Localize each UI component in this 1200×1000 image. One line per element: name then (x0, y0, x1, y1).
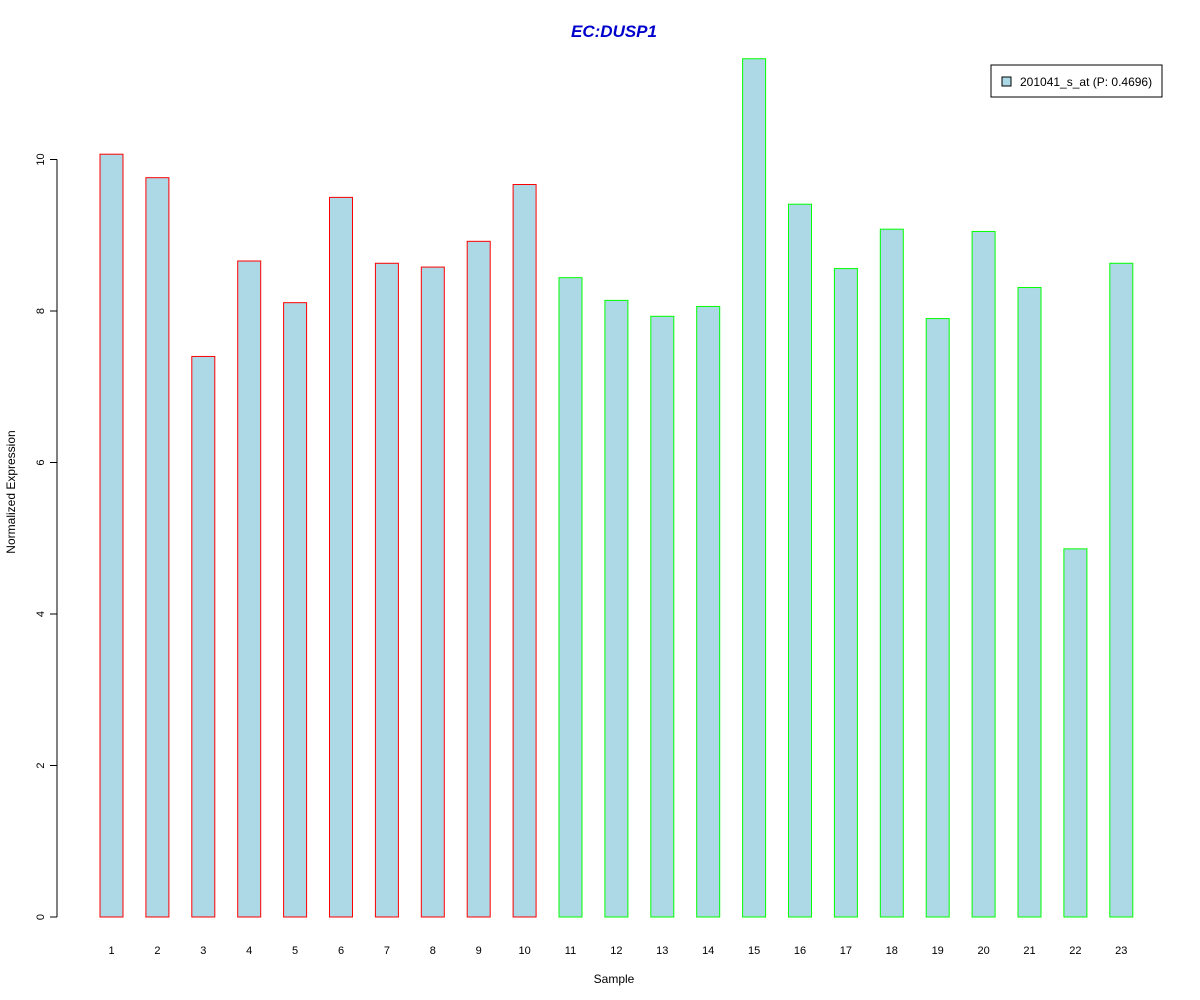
y-axis: 0 2 4 6 8 10 (35, 153, 58, 920)
bar-sample-16 (788, 203, 812, 918)
bar-sample-20 (971, 230, 996, 918)
bar-sample-3 (191, 355, 216, 918)
bar-sample-15 (742, 58, 767, 918)
y-tick-label: 6 (35, 459, 47, 465)
bar-sample-9 (466, 240, 491, 918)
y-tick-label: 4 (35, 611, 47, 617)
bar-sample-6 (329, 196, 353, 918)
bar-sample-1 (99, 153, 124, 918)
x-tick-label: 15 (748, 945, 760, 957)
x-tick-label: 8 (430, 945, 436, 957)
bar-sample-10 (512, 183, 537, 918)
x-tick-label: 13 (656, 945, 668, 957)
x-tick-label: 6 (338, 945, 344, 957)
bar-sample-13 (650, 315, 675, 918)
x-tick-label: 20 (977, 945, 989, 957)
legend: 201041_s_at (P: 0.4696) (990, 64, 1163, 98)
bar-sample-21 (1017, 287, 1042, 918)
bar-sample-18 (879, 228, 904, 918)
x-tick-label: 16 (794, 945, 806, 957)
x-tick-label: 21 (1023, 945, 1035, 957)
x-tick-label: 12 (610, 945, 622, 957)
x-tick-labels: 1 2 3 4 5 6 7 8 9 10 11 12 13 14 15 16 17 18 19 20 21 22 23 (108, 945, 1127, 957)
bar-sample-4 (237, 260, 262, 918)
x-tick-label: 17 (840, 945, 852, 957)
x-tick-label: 7 (384, 945, 390, 957)
x-tick-label: 19 (932, 945, 944, 957)
x-tick-label: 23 (1115, 945, 1127, 957)
bar-sample-17 (833, 268, 858, 918)
x-tick-label: 2 (154, 945, 160, 957)
x-axis-label: Sample (594, 972, 635, 986)
y-axis-label: Normalized Expression (4, 430, 18, 553)
x-tick-label: 3 (200, 945, 206, 957)
x-tick-label: 4 (246, 945, 252, 957)
bar-sample-14 (696, 305, 721, 918)
legend-entry-label: 201041_s_at (P: 0.4696) (1020, 75, 1152, 89)
bar-sample-19 (925, 318, 950, 918)
x-tick-label: 18 (886, 945, 898, 957)
x-tick-label: 14 (702, 945, 714, 957)
bar-sample-22 (1063, 548, 1088, 918)
y-tick-label: 2 (35, 762, 47, 768)
x-tick-label: 9 (476, 945, 482, 957)
y-tick-label: 0 (35, 914, 47, 920)
bar-sample-7 (374, 262, 399, 918)
legend-box (990, 64, 1163, 98)
bar-sample-12 (604, 299, 629, 918)
bar-sample-2 (145, 177, 170, 918)
bar-sample-11 (558, 277, 583, 918)
chart-title: EC:DUSP1 (571, 22, 657, 41)
bar-sample-23 (1109, 262, 1134, 918)
x-tick-label: 22 (1069, 945, 1081, 957)
x-tick-label: 1 (108, 945, 114, 957)
bar-sample-8 (420, 266, 445, 918)
legend-swatch (1001, 76, 1012, 87)
y-tick-label: 10 (35, 153, 47, 165)
x-tick-label: 11 (565, 945, 576, 957)
x-tick-label: 10 (518, 945, 530, 957)
x-tick-label: 5 (292, 945, 298, 957)
y-tick-label: 8 (35, 308, 47, 314)
bars-group (99, 58, 1134, 918)
bar-sample-5 (283, 302, 308, 918)
